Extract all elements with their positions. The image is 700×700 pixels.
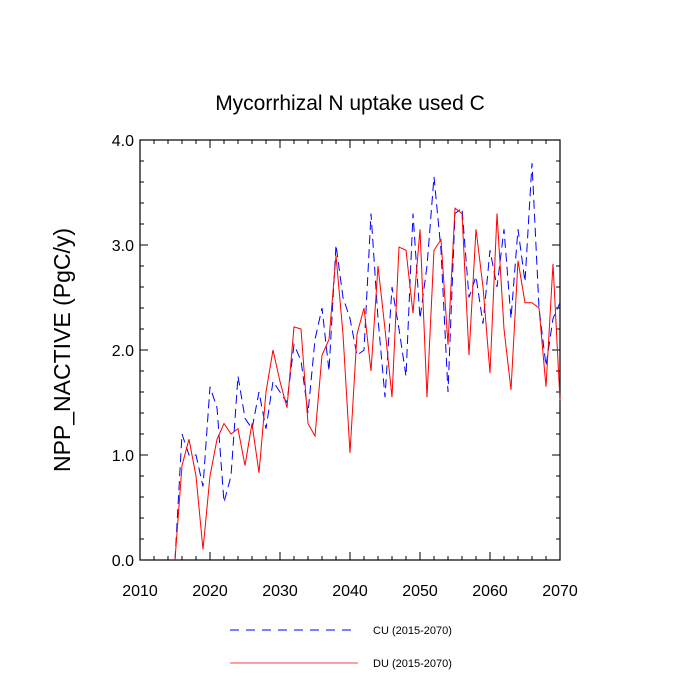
series-line-du	[174, 207, 561, 561]
x-tick-label: 2010	[122, 583, 158, 600]
x-tick-label: 2040	[332, 583, 368, 600]
plot-frame	[139, 139, 561, 561]
x-axis: 2010 2020 2030 2040 2050 2060 2070	[122, 140, 578, 600]
legend-label-cu: CU (2015-2070)	[373, 625, 452, 637]
x-tick-label: 2050	[402, 583, 438, 600]
x-tick-label: 2030	[262, 583, 298, 600]
series-layer	[174, 163, 561, 561]
y-axis-label: NPP_NACTIVE (PgC/y)	[49, 228, 75, 472]
chart-title: Mycorrhizal N uptake used C	[215, 92, 485, 115]
x-tick-label: 2060	[472, 583, 508, 600]
y-tick-label: 0.0	[112, 553, 134, 570]
y-tick-label: 2.0	[112, 343, 134, 360]
y-axis: 0.0 1.0 2.0 3.0 4.0	[112, 133, 560, 570]
legend-label-du: DU (2015-2070)	[373, 658, 452, 670]
series-line-cu	[174, 163, 561, 561]
x-tick-label: 2020	[192, 583, 228, 600]
legend: CU (2015-2070) DU (2015-2070)	[230, 625, 452, 670]
y-tick-label: 3.0	[112, 238, 134, 255]
y-tick-label: 1.0	[112, 448, 134, 465]
y-tick-label: 4.0	[112, 133, 134, 150]
x-tick-label: 2070	[542, 583, 578, 600]
